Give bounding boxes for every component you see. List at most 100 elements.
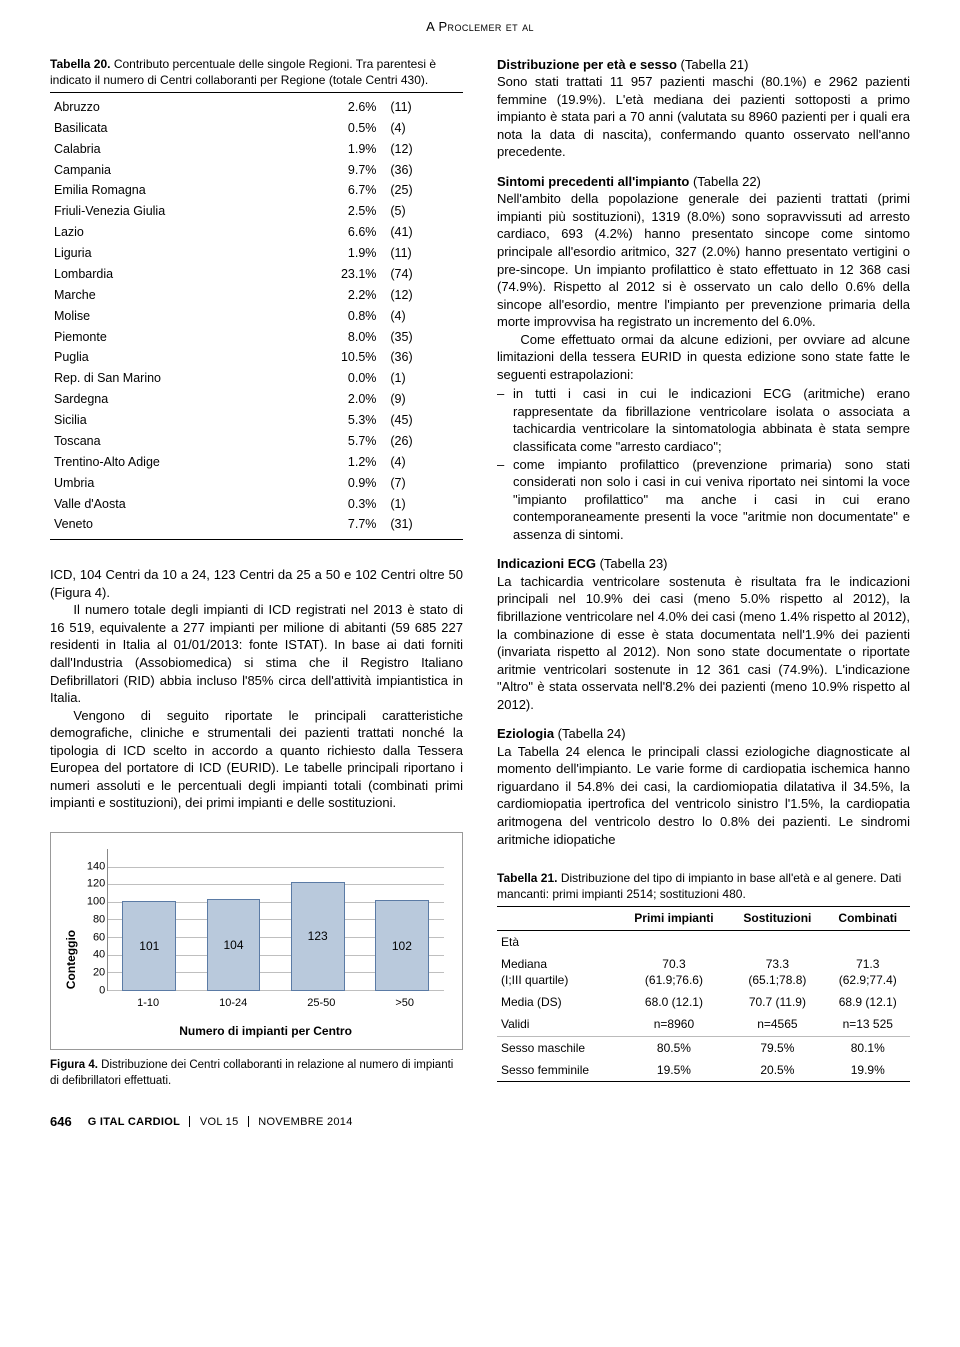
ytick-label: 0 (99, 984, 105, 999)
s3-ref: (Tabella 23) (596, 556, 668, 571)
s1-ref: (Tabella 21) (677, 57, 749, 72)
table20-caption: Tabella 20. Contributo percentuale delle… (50, 56, 463, 88)
table-cell: 2.5% (306, 201, 380, 222)
table-cell: 0.0% (306, 368, 380, 389)
table-row: Umbria0.9%(7) (50, 473, 463, 494)
figure4-caption-bold: Figura 4. (50, 1059, 98, 1071)
bar: 101 (122, 901, 176, 991)
s3-head: Indicazioni ECG (497, 556, 596, 571)
figure4-caption: Figura 4. Distribuzione dei Centri colla… (50, 1058, 463, 1089)
table-cell: Abruzzo (50, 97, 306, 118)
table-cell: Rep. di San Marino (50, 368, 306, 389)
table-row: Età (497, 930, 910, 953)
ytick-label: 140 (87, 859, 105, 874)
table-cell: 1.9% (306, 243, 380, 264)
table-cell: Marche (50, 285, 306, 306)
table-cell: Toscana (50, 431, 306, 452)
table-cell: 71.3(62.9;77.4) (826, 953, 910, 991)
figure4-chart: Conteggio 020406080100120140 10110412310… (50, 832, 463, 1050)
table-cell: (36) (380, 160, 463, 181)
figure4-caption-text: Distribuzione dei Centri collaboranti in… (50, 1059, 453, 1087)
table-cell: 80.1% (826, 1036, 910, 1059)
s2-body1: Nell'ambito della popolazione generale d… (497, 190, 910, 330)
section-distribution: Distribuzione per età e sesso (Tabella 2… (497, 56, 910, 161)
footer-vol: VOL 15 (200, 1116, 239, 1128)
table-cell: Mediana(I;III quartile) (497, 953, 619, 991)
table-cell: n=8960 (619, 1013, 730, 1036)
bar-value-label: 104 (208, 937, 260, 953)
table-cell: Lazio (50, 222, 306, 243)
ytick-label: 120 (87, 877, 105, 892)
left-para1: ICD, 104 Centri da 10 a 24, 123 Centri d… (50, 566, 463, 601)
table-row: Friuli-Venezia Giulia2.5%(5) (50, 201, 463, 222)
table-cell: (74) (380, 264, 463, 285)
left-para2: Il numero totale degli impianti di ICD r… (50, 601, 463, 706)
right-column: Distribuzione per età e sesso (Tabella 2… (497, 56, 910, 1090)
table-cell: (1) (380, 368, 463, 389)
table-cell: Sesso maschile (497, 1036, 619, 1059)
xtick-label: 25-50 (307, 996, 335, 1011)
s2-head: Sintomi precedenti all'impianto (497, 174, 689, 189)
page: A Proclemer et al Tabella 20. Contributo… (0, 0, 960, 1137)
table-row: Mediana(I;III quartile)70.3(61.9;76.6)73… (497, 953, 910, 991)
ytick-label: 20 (93, 966, 105, 981)
table-cell: 10.5% (306, 347, 380, 368)
bar-value-label: 101 (123, 938, 175, 954)
table-cell: Calabria (50, 139, 306, 160)
table-cell: Puglia (50, 347, 306, 368)
table21-caption-text: Distribuzione del tipo di impianto in ba… (497, 871, 901, 901)
table-row: Abruzzo2.6%(11) (50, 97, 463, 118)
table-cell: (4) (380, 452, 463, 473)
s1-head: Distribuzione per età e sesso (497, 57, 677, 72)
table-row: Puglia10.5%(36) (50, 347, 463, 368)
table-cell (729, 930, 825, 953)
table-cell: Trentino-Alto Adige (50, 452, 306, 473)
table-header-cell: Combinati (826, 907, 910, 930)
table-cell: Sesso femminile (497, 1059, 619, 1081)
s2-ref: (Tabella 22) (689, 174, 761, 189)
table-cell: 6.6% (306, 222, 380, 243)
table-cell: Valle d'Aosta (50, 494, 306, 515)
table-row: Veneto7.7%(31) (50, 514, 463, 535)
table-row: Marche2.2%(12) (50, 285, 463, 306)
table-cell (826, 930, 910, 953)
footer-journal: G ITAL CARDIOL VOL 15 NOVEMBRE 2014 (88, 1115, 353, 1130)
table-cell: (7) (380, 473, 463, 494)
ytick-label: 60 (93, 930, 105, 945)
bar: 104 (207, 899, 261, 991)
table-cell: 2.6% (306, 97, 380, 118)
left-column: Tabella 20. Contributo percentuale delle… (50, 56, 463, 1090)
table-cell: (31) (380, 514, 463, 535)
ytick-label: 100 (87, 895, 105, 910)
table-cell: (1) (380, 494, 463, 515)
s2-li2: come impianto profilattico (prevenzione … (513, 456, 910, 544)
table-cell: (36) (380, 347, 463, 368)
table-cell: (41) (380, 222, 463, 243)
table-cell: n=4565 (729, 1013, 825, 1036)
table-cell: 68.9 (12.1) (826, 991, 910, 1013)
table-row: Sesso femminile19.5%20.5%19.9% (497, 1059, 910, 1081)
table-row: Lombardia23.1%(74) (50, 264, 463, 285)
section-etiology: Eziologia (Tabella 24) La Tabella 24 ele… (497, 725, 910, 848)
table-cell: Validi (497, 1013, 619, 1036)
chart-ylabel: Conteggio (61, 849, 79, 1039)
table-cell: 20.5% (729, 1059, 825, 1081)
table-cell: 9.7% (306, 160, 380, 181)
table-row: Calabria1.9%(12) (50, 139, 463, 160)
footer-issue: NOVEMBRE 2014 (258, 1116, 352, 1128)
table-row: Sardegna2.0%(9) (50, 389, 463, 410)
table-cell (619, 930, 730, 953)
table-cell: 23.1% (306, 264, 380, 285)
section-symptoms: Sintomi precedenti all'impianto (Tabella… (497, 173, 910, 543)
table-row: Media (DS)68.0 (12.1)70.7 (11.9)68.9 (12… (497, 991, 910, 1013)
left-para3: Vengono di seguito riportate le principa… (50, 707, 463, 812)
table-cell: 70.7 (11.9) (729, 991, 825, 1013)
table-cell: Umbria (50, 473, 306, 494)
two-column-layout: Tabella 20. Contributo percentuale delle… (50, 56, 910, 1090)
table-cell: 1.2% (306, 452, 380, 473)
s2-li1: in tutti i casi in cui le indicazioni EC… (513, 385, 910, 455)
table-cell: 0.8% (306, 306, 380, 327)
table-cell: (25) (380, 180, 463, 201)
table-row: Piemonte8.0%(35) (50, 327, 463, 348)
table-cell: (35) (380, 327, 463, 348)
